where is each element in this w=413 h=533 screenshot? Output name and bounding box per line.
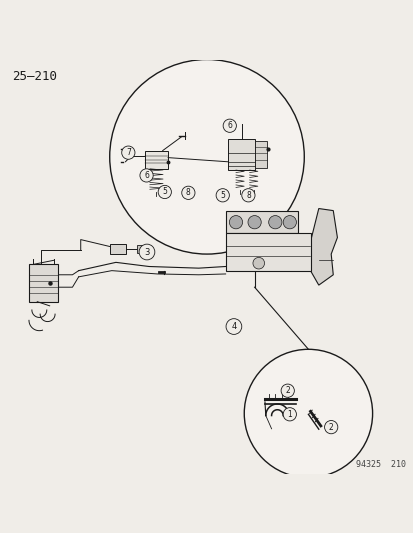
Circle shape	[216, 189, 229, 202]
Circle shape	[280, 384, 294, 397]
Text: 6: 6	[144, 171, 149, 180]
Circle shape	[181, 186, 195, 199]
Bar	[225, 211, 297, 233]
Circle shape	[244, 349, 372, 478]
Circle shape	[229, 215, 242, 229]
Circle shape	[158, 185, 171, 199]
Circle shape	[241, 189, 254, 202]
Polygon shape	[310, 208, 337, 285]
Text: 1: 1	[287, 410, 292, 419]
Bar	[109, 244, 126, 254]
Circle shape	[139, 244, 154, 260]
Text: 8: 8	[185, 188, 190, 197]
Circle shape	[247, 215, 261, 229]
Bar	[225, 233, 310, 271]
Circle shape	[282, 215, 296, 229]
Bar	[145, 151, 168, 169]
Circle shape	[121, 146, 135, 159]
Circle shape	[109, 60, 304, 254]
Circle shape	[223, 119, 236, 132]
Text: 25–210: 25–210	[12, 70, 57, 83]
Bar	[227, 139, 254, 170]
Text: 8: 8	[245, 191, 250, 200]
Circle shape	[282, 408, 296, 421]
Circle shape	[225, 319, 241, 334]
Text: 7: 7	[126, 148, 131, 157]
Text: 2: 2	[285, 386, 290, 395]
Text: 2: 2	[328, 423, 333, 432]
Text: 5: 5	[162, 188, 167, 197]
Circle shape	[252, 257, 264, 269]
Text: 5: 5	[220, 191, 225, 200]
Text: 3: 3	[144, 247, 149, 256]
Circle shape	[324, 421, 337, 434]
Bar	[136, 245, 147, 253]
Circle shape	[268, 215, 281, 229]
Text: 6: 6	[227, 121, 232, 130]
Text: 94325  210: 94325 210	[355, 459, 405, 469]
Text: 4: 4	[231, 322, 236, 331]
Bar	[29, 264, 58, 302]
Circle shape	[140, 169, 153, 182]
Bar	[254, 141, 266, 168]
